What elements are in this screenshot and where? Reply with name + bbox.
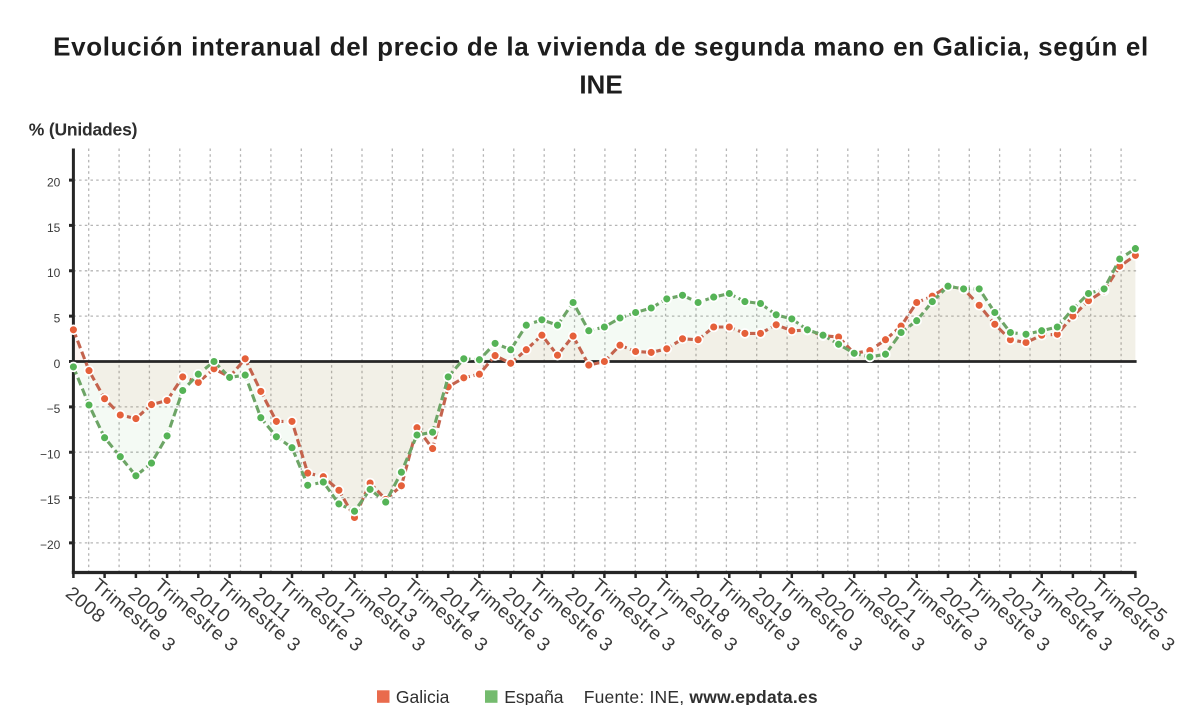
svg-text:Evolución interanual del preci: Evolución interanual del precio de la vi… <box>53 32 1149 62</box>
svg-text:10: 10 <box>47 266 61 280</box>
svg-text:20: 20 <box>47 175 61 189</box>
svg-text:0: 0 <box>54 357 61 371</box>
svg-text:Galicia: Galicia <box>396 687 450 705</box>
svg-text:% (Unidades): % (Unidades) <box>29 120 137 140</box>
svg-text:5: 5 <box>54 311 61 325</box>
svg-text:INE: INE <box>579 70 622 100</box>
svg-text:Fuente: INE, www.epdata.es: Fuente: INE, www.epdata.es <box>584 687 818 705</box>
svg-text:−15: −15 <box>40 493 61 507</box>
svg-text:15: 15 <box>47 221 61 235</box>
svg-text:España: España <box>504 687 564 705</box>
svg-text:−5: −5 <box>47 402 61 416</box>
svg-text:−20: −20 <box>40 538 61 552</box>
svg-text:−10: −10 <box>40 448 61 462</box>
